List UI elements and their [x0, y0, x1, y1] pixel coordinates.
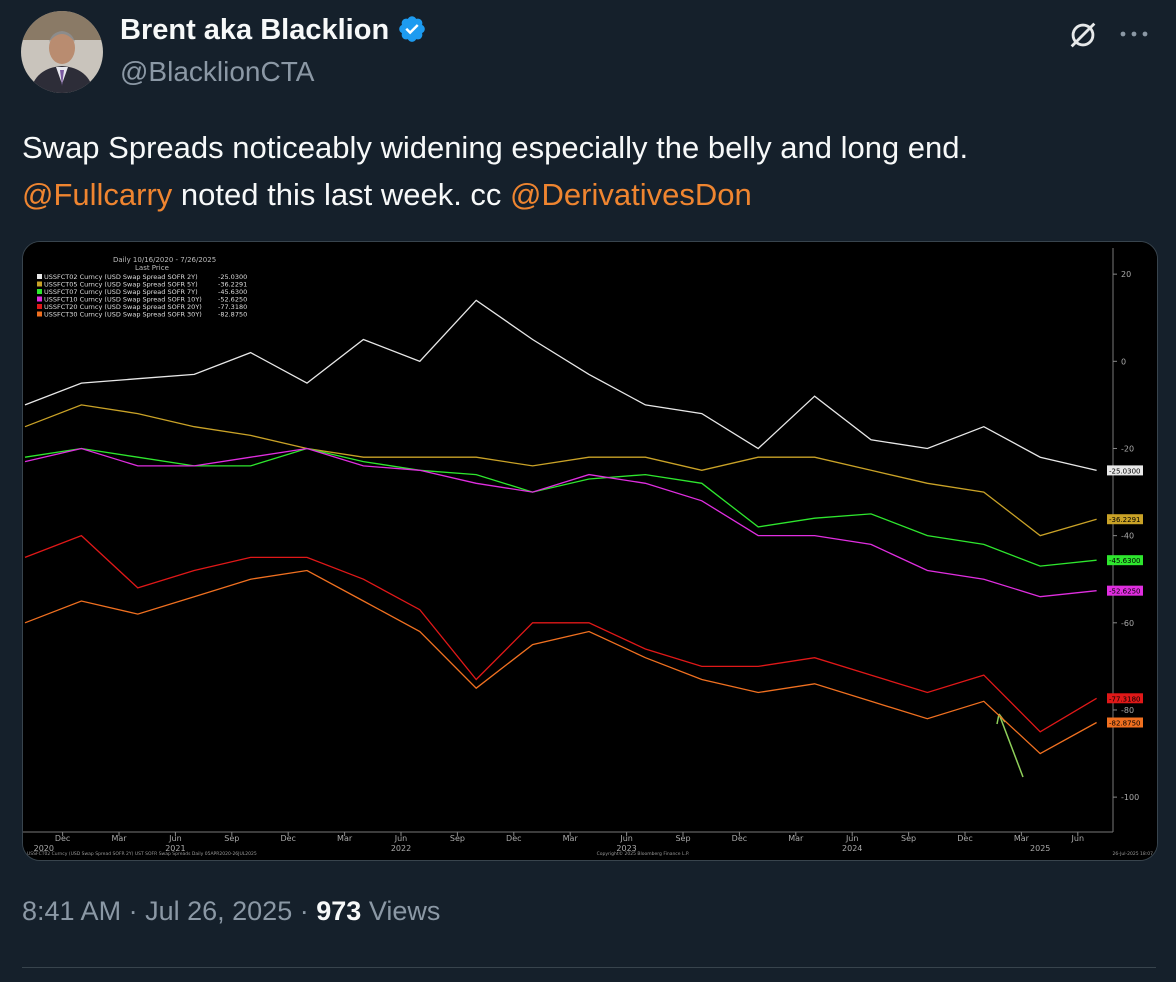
tweet-segment: noted this last week. cc: [172, 177, 511, 212]
y-tick-label: -20: [1121, 444, 1134, 453]
year-label: 2023: [616, 844, 636, 853]
verified-badge: [399, 16, 426, 42]
x-tick-label: Mar: [111, 834, 127, 843]
legend-entry: USSFCT10 Curncy (USD Swap Spread SOFR 10…: [44, 296, 202, 304]
last-value-label: -36.2291: [1109, 516, 1140, 524]
tweet-text: Swap Spreads noticeably widening especia…: [22, 124, 1152, 218]
x-tick-label: Mar: [563, 834, 579, 843]
author-name-text[interactable]: Brent aka Blacklion: [120, 14, 390, 46]
tweet-segment[interactable]: @DerivativesDon: [510, 177, 752, 212]
y-tick-label: -60: [1121, 619, 1134, 628]
footer-center: Copyright© 2025 Bloomberg Finance L.P.: [597, 850, 690, 857]
series-line: [24, 447, 1097, 598]
divider: [22, 967, 1156, 968]
last-value-tag: [1107, 465, 1143, 476]
x-tick-label: Dec: [732, 834, 747, 843]
legend-swatch: [37, 289, 42, 294]
x-tick-label: Mar: [788, 834, 804, 843]
x-tick-label: Dec: [506, 834, 521, 843]
last-value-label: -82.8750: [1109, 720, 1140, 728]
x-tick-label: Jun: [394, 834, 408, 843]
legend-swatch: [37, 304, 42, 309]
author-handle[interactable]: @BlacklionCTA: [120, 56, 315, 87]
x-tick-label: Dec: [957, 834, 972, 843]
last-value-label: -77.3180: [1109, 695, 1140, 703]
media[interactable]: 20 0 -20 -40 -60 -80 -100 Dec Mar Jun Sep Dec Mar Jun…: [22, 241, 1158, 861]
x-tick-label: Mar: [1014, 834, 1030, 843]
year-label: 2021: [165, 844, 185, 853]
grok-icon[interactable]: [1066, 18, 1100, 52]
series-line: [24, 404, 1097, 537]
y-tick-label: -80: [1121, 706, 1134, 715]
legend-entry: USSFCT05 Curncy (USD Swap Spread SOFR 5Y…: [44, 281, 198, 289]
last-value-tag: [1107, 585, 1143, 596]
series-line: [24, 299, 1097, 472]
last-value-label: -25.0300: [1109, 467, 1140, 475]
y-tick-label: 0: [1121, 357, 1126, 366]
last-value-tag: [1107, 514, 1143, 525]
x-tick-label: Mar: [337, 834, 353, 843]
author-name[interactable]: Brent aka Blacklion: [120, 14, 427, 47]
chart-subtitle: Last Price: [135, 264, 169, 272]
x-tick-label: Dec: [55, 834, 70, 843]
tweet-segment[interactable]: @Fullcarry: [22, 177, 173, 212]
legend-entry: USSFCT02 Curncy (USD Swap Spread SOFR 2Y…: [44, 273, 198, 281]
legend-entry: USSFCT20 Curncy (USD Swap Spread SOFR 20…: [44, 303, 202, 311]
legend-swatch: [37, 274, 42, 279]
legend-swatch: [37, 311, 42, 317]
tweet-segment: Swap Spreads noticeably widening especia…: [22, 130, 969, 165]
legend-value: -77.3180: [218, 303, 247, 311]
last-value-tag: [1107, 555, 1143, 566]
y-tick-label: -40: [1121, 532, 1134, 541]
views-label: Views: [368, 896, 441, 926]
date[interactable]: Jul 26, 2025: [145, 896, 293, 926]
x-tick-label: Sep: [224, 834, 239, 843]
x-tick-label: Jun: [845, 834, 859, 843]
footer-left: USSFCT02 Curncy (USD Swap Spread SOFR 2Y…: [27, 851, 257, 857]
legend-value: -45.6300: [218, 288, 247, 296]
series-line: [24, 569, 1097, 755]
x-tick-label: Sep: [450, 834, 465, 843]
year-label: 2025: [1030, 844, 1050, 853]
separator: ·: [128, 896, 138, 926]
annotation-arrow: [998, 713, 1024, 778]
footer-right: 26-Jul-2025 18:07: [1112, 851, 1153, 857]
legend-swatch: [37, 281, 42, 287]
views-count: 973: [316, 896, 362, 926]
x-tick-label: Sep: [901, 834, 916, 843]
chart-bg: [23, 242, 1157, 860]
y-tick-label: 20: [1121, 270, 1131, 279]
legend-value: -82.8750: [218, 311, 247, 319]
year-label: 2024: [842, 844, 862, 853]
x-tick-label: Dec: [280, 834, 295, 843]
avatar[interactable]: [20, 10, 104, 94]
legend-entry: USSFCT07 Curncy (USD Swap Spread SOFR 7Y…: [44, 288, 198, 296]
last-value-label: -52.6250: [1109, 588, 1140, 596]
y-tick-label: -100: [1121, 793, 1139, 802]
x-tick-label: Sep: [675, 834, 690, 843]
last-value-tag: [1107, 693, 1143, 704]
last-value-tag: [1107, 717, 1143, 728]
x-tick-label: Jun: [168, 834, 182, 843]
legend-entry: USSFCT30 Curncy (USD Swap Spread SOFR 30…: [44, 311, 202, 319]
chart-title: Daily 10/16/2020 - 7/26/2025: [113, 256, 216, 264]
year-label: 2020: [34, 844, 54, 853]
separator: ·: [299, 896, 309, 926]
x-tick-label: Jun: [619, 834, 633, 843]
tweet-meta: 8:41 AM · Jul 26, 2025 · 973 Views: [22, 896, 440, 927]
legend-value: -52.6250: [218, 296, 247, 304]
series-line: [24, 447, 1097, 567]
time[interactable]: 8:41 AM: [22, 896, 122, 926]
legend-swatch: [37, 296, 42, 302]
year-label: 2022: [391, 844, 411, 853]
legend-value: -36.2291: [218, 281, 247, 289]
legend-value: -25.0300: [218, 273, 247, 281]
chart: 20 0 -20 -40 -60 -80 -100 Dec Mar Jun Sep Dec Mar Jun…: [23, 242, 1157, 860]
last-value-label: -45.6300: [1109, 557, 1140, 565]
series-line: [24, 534, 1097, 733]
x-tick-label: Jun: [1071, 834, 1085, 843]
more-menu[interactable]: [1118, 22, 1152, 46]
